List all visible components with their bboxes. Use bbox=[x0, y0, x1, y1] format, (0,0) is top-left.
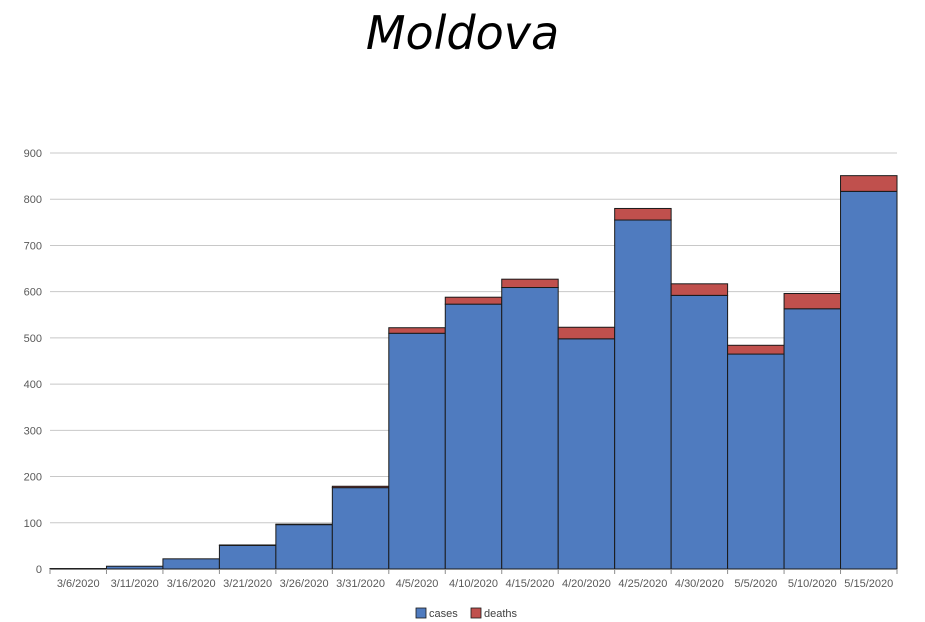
chart-title: Moldova bbox=[365, 6, 560, 60]
bar-cases bbox=[557, 338, 616, 570]
x-tick-label: 5/5/2020 bbox=[734, 578, 777, 590]
bar-deaths bbox=[840, 175, 898, 192]
bar-deaths bbox=[501, 278, 559, 289]
y-tick-label: 300 bbox=[24, 425, 42, 437]
x-tick-label: 4/25/2020 bbox=[618, 578, 667, 590]
bar-deaths bbox=[275, 523, 333, 526]
x-tick-label: 3/21/2020 bbox=[223, 578, 272, 590]
bar-deaths bbox=[727, 344, 785, 355]
y-tick-label: 500 bbox=[24, 333, 42, 345]
legend-label-deaths: deaths bbox=[484, 608, 518, 620]
bar-deaths bbox=[783, 293, 842, 310]
y-tick-label: 0 bbox=[36, 564, 42, 576]
bar-cases bbox=[275, 524, 333, 570]
y-tick-label: 600 bbox=[24, 287, 42, 299]
bar-deaths bbox=[670, 283, 729, 296]
x-tick-label: 3/16/2020 bbox=[167, 578, 216, 590]
bar-cases bbox=[331, 487, 390, 570]
y-tick-label: 100 bbox=[24, 518, 42, 530]
bar-deaths bbox=[218, 544, 277, 546]
y-tick-label: 400 bbox=[24, 379, 42, 391]
y-tick-label: 700 bbox=[24, 240, 42, 252]
legend: cases deaths bbox=[415, 607, 518, 620]
legend-swatch-cases bbox=[415, 607, 427, 619]
bar-cases bbox=[388, 332, 446, 570]
bar-cases bbox=[105, 565, 164, 570]
bar-deaths bbox=[444, 296, 503, 305]
x-tick-label: 3/11/2020 bbox=[111, 578, 159, 590]
legend-label-cases: cases bbox=[429, 608, 458, 620]
bar-cases bbox=[783, 308, 842, 570]
bar-cases bbox=[218, 544, 277, 570]
bar-cases bbox=[840, 190, 898, 570]
x-tick-label: 5/10/2020 bbox=[788, 578, 837, 590]
bar-cases bbox=[444, 303, 503, 570]
bar-deaths bbox=[614, 207, 672, 221]
x-tick-label: 4/20/2020 bbox=[562, 578, 611, 590]
bar-deaths bbox=[331, 485, 390, 489]
bar-deaths bbox=[388, 327, 446, 334]
y-tick-label: 900 bbox=[24, 148, 42, 160]
x-axis-ticks: 3/6/2020 3/11/2020 3/16/2020 3/21/2020 3/26/… bbox=[49, 569, 898, 590]
y-tick-label: 800 bbox=[24, 194, 42, 206]
x-tick-label: 5/15/2020 bbox=[844, 578, 893, 590]
x-tick-label: 3/31/2020 bbox=[336, 578, 385, 590]
bar-cases bbox=[670, 294, 729, 570]
x-tick-label: 4/30/2020 bbox=[675, 578, 724, 590]
x-tick-label: 3/26/2020 bbox=[280, 578, 329, 590]
x-tick-label: 4/10/2020 bbox=[449, 578, 498, 590]
bar-deaths bbox=[557, 326, 616, 340]
y-tick-label: 200 bbox=[24, 472, 42, 484]
bars bbox=[49, 175, 898, 570]
x-tick-label: 3/6/2020 bbox=[57, 578, 100, 590]
bar-cases bbox=[614, 219, 672, 570]
bar-cases bbox=[501, 287, 559, 570]
bar-cases bbox=[49, 568, 107, 570]
bar-cases bbox=[162, 558, 220, 570]
bar-cases bbox=[727, 353, 785, 570]
x-tick-label: 4/15/2020 bbox=[505, 578, 554, 590]
y-axis-ticks: 0 100 200 300 400 500 600 700 800 900 bbox=[24, 148, 42, 576]
legend-swatch-deaths bbox=[470, 607, 482, 619]
x-tick-label: 4/5/2020 bbox=[396, 578, 439, 590]
